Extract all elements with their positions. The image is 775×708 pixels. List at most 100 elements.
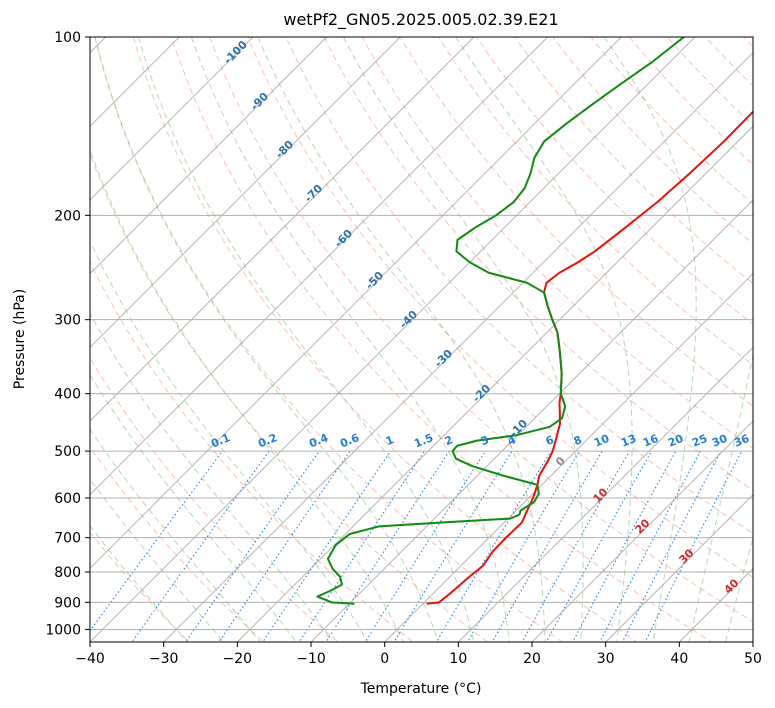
dry-adiabat bbox=[90, 356, 340, 642]
isotherm bbox=[90, 37, 696, 642]
mixing-ratio-label: 0.4 bbox=[307, 431, 330, 450]
y-tick-label: 100 bbox=[54, 30, 81, 46]
dry-adiabat bbox=[171, 37, 713, 642]
x-axis-label: Temperature (°C) bbox=[360, 681, 482, 697]
y-tick-label: 700 bbox=[54, 531, 81, 547]
mixing-ratio-label: 20 bbox=[666, 432, 685, 450]
y-tick-label: 400 bbox=[54, 387, 81, 403]
dry-adiabat bbox=[361, 37, 753, 449]
mixing-ratio-label: 2 bbox=[443, 433, 455, 448]
mixing-ratio-label: 8 bbox=[572, 433, 584, 448]
mixing-ratio-label: 0.2 bbox=[256, 431, 279, 450]
isotherm bbox=[310, 199, 753, 642]
mixing-ratio-line bbox=[325, 450, 450, 642]
isotherm bbox=[752, 641, 753, 642]
plot-area: -100-90-80-70-60-50-40-30-20-100.1 0.2 0.4… bbox=[0, 10, 753, 654]
chart-title: wetPf2_GN05.2025.005.02.39.E21 bbox=[283, 10, 558, 30]
dry-adiabat-label: -100 bbox=[221, 38, 250, 67]
y-tick-label: 600 bbox=[54, 491, 81, 507]
mixing-ratio-label: 6 bbox=[544, 433, 556, 448]
y-axis-label: Pressure (hPa) bbox=[12, 289, 28, 389]
dry-adiabat bbox=[90, 446, 265, 642]
isotherm bbox=[605, 494, 753, 642]
mixing-ratio-line bbox=[262, 450, 392, 642]
dry-adiabat-label: -50 bbox=[363, 269, 386, 292]
dry-adiabat bbox=[323, 37, 753, 491]
dry-adiabat bbox=[399, 37, 753, 407]
isotherm bbox=[384, 273, 753, 642]
dry-adiabat bbox=[514, 37, 753, 285]
moist-adiabat-label: 40 bbox=[722, 576, 742, 596]
isotherm bbox=[90, 37, 180, 127]
dry-adiabat bbox=[704, 37, 753, 87]
x-tick-label: 20 bbox=[523, 651, 541, 667]
x-tick-label: 0 bbox=[380, 651, 389, 667]
mixing-ratio-line bbox=[545, 450, 653, 642]
dry-adiabat bbox=[94, 37, 564, 642]
mixing-ratio-label: 25 bbox=[690, 432, 709, 450]
dewpoint-profile bbox=[316, 37, 685, 605]
mixing-ratio-label: 13 bbox=[619, 432, 638, 450]
mixing-ratio-line bbox=[491, 450, 603, 642]
plot-frame bbox=[89, 36, 754, 643]
dry-adiabat bbox=[552, 37, 753, 245]
mixing-ratio-label: 36 bbox=[732, 432, 751, 450]
mixing-ratio-line bbox=[185, 450, 320, 642]
isotherm bbox=[163, 52, 753, 642]
moist-adiabat bbox=[90, 312, 333, 642]
isotherm bbox=[236, 125, 753, 642]
x-tick-label: 10 bbox=[449, 651, 467, 667]
x-tick-label: −30 bbox=[149, 651, 179, 667]
dry-adiabat bbox=[90, 260, 414, 642]
mixing-ratio-line bbox=[218, 450, 351, 642]
y-tick-label: 800 bbox=[54, 565, 81, 581]
isotherm bbox=[531, 420, 753, 642]
dry-adiabat bbox=[209, 37, 753, 623]
mixing-ratio-label: 10 bbox=[592, 432, 611, 450]
moist-adiabat bbox=[455, 37, 633, 642]
dry-adiabat bbox=[438, 37, 753, 366]
moist-adiabat-label: 20 bbox=[633, 516, 653, 536]
mixing-ratio-line bbox=[621, 450, 722, 642]
dry-adiabat-label: -70 bbox=[302, 182, 325, 205]
mixing-ratio-line bbox=[298, 450, 425, 642]
x-tick-label: 50 bbox=[744, 651, 762, 667]
mixing-ratio-line bbox=[435, 450, 552, 642]
moist-adiabat bbox=[725, 535, 753, 642]
moist-adiabat bbox=[688, 352, 753, 642]
moist-adiabat bbox=[90, 428, 261, 642]
dry-adiabat-label: -20 bbox=[470, 382, 493, 405]
isotherm bbox=[90, 37, 622, 569]
moist-adiabat bbox=[90, 240, 369, 642]
dry-adiabat-label: -90 bbox=[248, 90, 271, 113]
dry-adiabat-label: -80 bbox=[273, 138, 296, 161]
mixing-ratio-label: 0.1 bbox=[209, 431, 232, 450]
mixing-ratio-label: 3 bbox=[479, 433, 491, 448]
isotherm bbox=[90, 37, 328, 275]
isotherm bbox=[90, 37, 401, 348]
y-tick-label: 300 bbox=[54, 313, 81, 329]
isotherm bbox=[90, 37, 254, 201]
temperature-profile bbox=[426, 110, 753, 605]
isotherm bbox=[0, 10, 59, 654]
moist-adiabat bbox=[90, 478, 225, 642]
x-tick-label: −10 bbox=[296, 651, 326, 667]
dry-adiabat bbox=[743, 37, 753, 48]
mixing-ratio-label: 30 bbox=[710, 432, 729, 450]
x-axis: −40 −30 −20 −10 0 10 20 30 40 50 bbox=[75, 642, 762, 667]
mixing-ratio-line bbox=[131, 450, 270, 642]
mixing-ratio-label: 16 bbox=[641, 432, 660, 450]
isotherm bbox=[90, 37, 549, 496]
dry-adiabat bbox=[90, 152, 489, 642]
moist-adiabat-label: 10 bbox=[591, 485, 611, 505]
x-tick-label: 30 bbox=[597, 651, 615, 667]
dry-adiabat bbox=[132, 37, 638, 642]
dry-adiabat bbox=[285, 37, 753, 535]
x-tick-label: −20 bbox=[223, 651, 253, 667]
mixing-ratio-label: 1 bbox=[384, 433, 396, 448]
moist-adiabat-label: 30 bbox=[677, 546, 697, 566]
dry-adiabat bbox=[90, 531, 190, 642]
moist-adiabat bbox=[90, 525, 188, 642]
y-tick-label: 1000 bbox=[45, 622, 81, 638]
